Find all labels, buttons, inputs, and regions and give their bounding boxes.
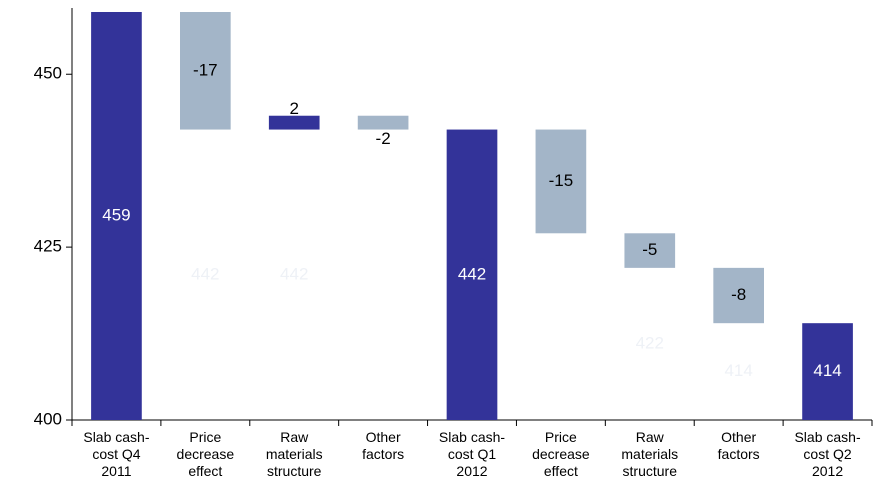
bar-label: -2 (376, 129, 391, 148)
base-label: 414 (724, 361, 752, 380)
bar (446, 129, 498, 420)
y-tick-label: 450 (34, 64, 62, 83)
x-tick-label: Slab cash-cost Q1 2012 (439, 429, 505, 479)
bar-label: 459 (102, 205, 130, 224)
bar-label: 414 (813, 361, 841, 380)
x-tick-label: Price decrease effect (532, 429, 590, 479)
bar (357, 115, 409, 130)
x-tick-label: Other factors (362, 429, 404, 462)
x-tick-label: Slab cash-cost Q4 2011 (83, 429, 149, 479)
bar-label: 2 (289, 99, 298, 118)
x-tick-label: Raw materials structure (266, 429, 323, 479)
base-label: 442 (280, 264, 308, 283)
base-label: 422 (636, 333, 664, 352)
bar-label: -17 (193, 60, 218, 79)
y-tick-label: 400 (34, 409, 62, 428)
y-tick-label: 425 (34, 237, 62, 256)
bar (624, 233, 676, 268)
bar (91, 12, 142, 420)
bar (535, 129, 587, 234)
bar-label: 442 (458, 264, 486, 283)
bar (180, 12, 231, 130)
bar (802, 323, 853, 420)
bar-label: -8 (731, 285, 746, 304)
base-label: 442 (191, 264, 219, 283)
x-tick-label: Slab cash-cost Q2 2012 (794, 429, 860, 479)
bar (268, 115, 320, 130)
bar-label: -15 (549, 171, 574, 190)
bar-label: -5 (642, 240, 657, 259)
bar (713, 267, 764, 324)
x-tick-label: Price decrease effect (177, 429, 235, 479)
x-tick-label: Other factors (718, 429, 760, 462)
x-tick-label: Raw materials structure (621, 429, 678, 479)
